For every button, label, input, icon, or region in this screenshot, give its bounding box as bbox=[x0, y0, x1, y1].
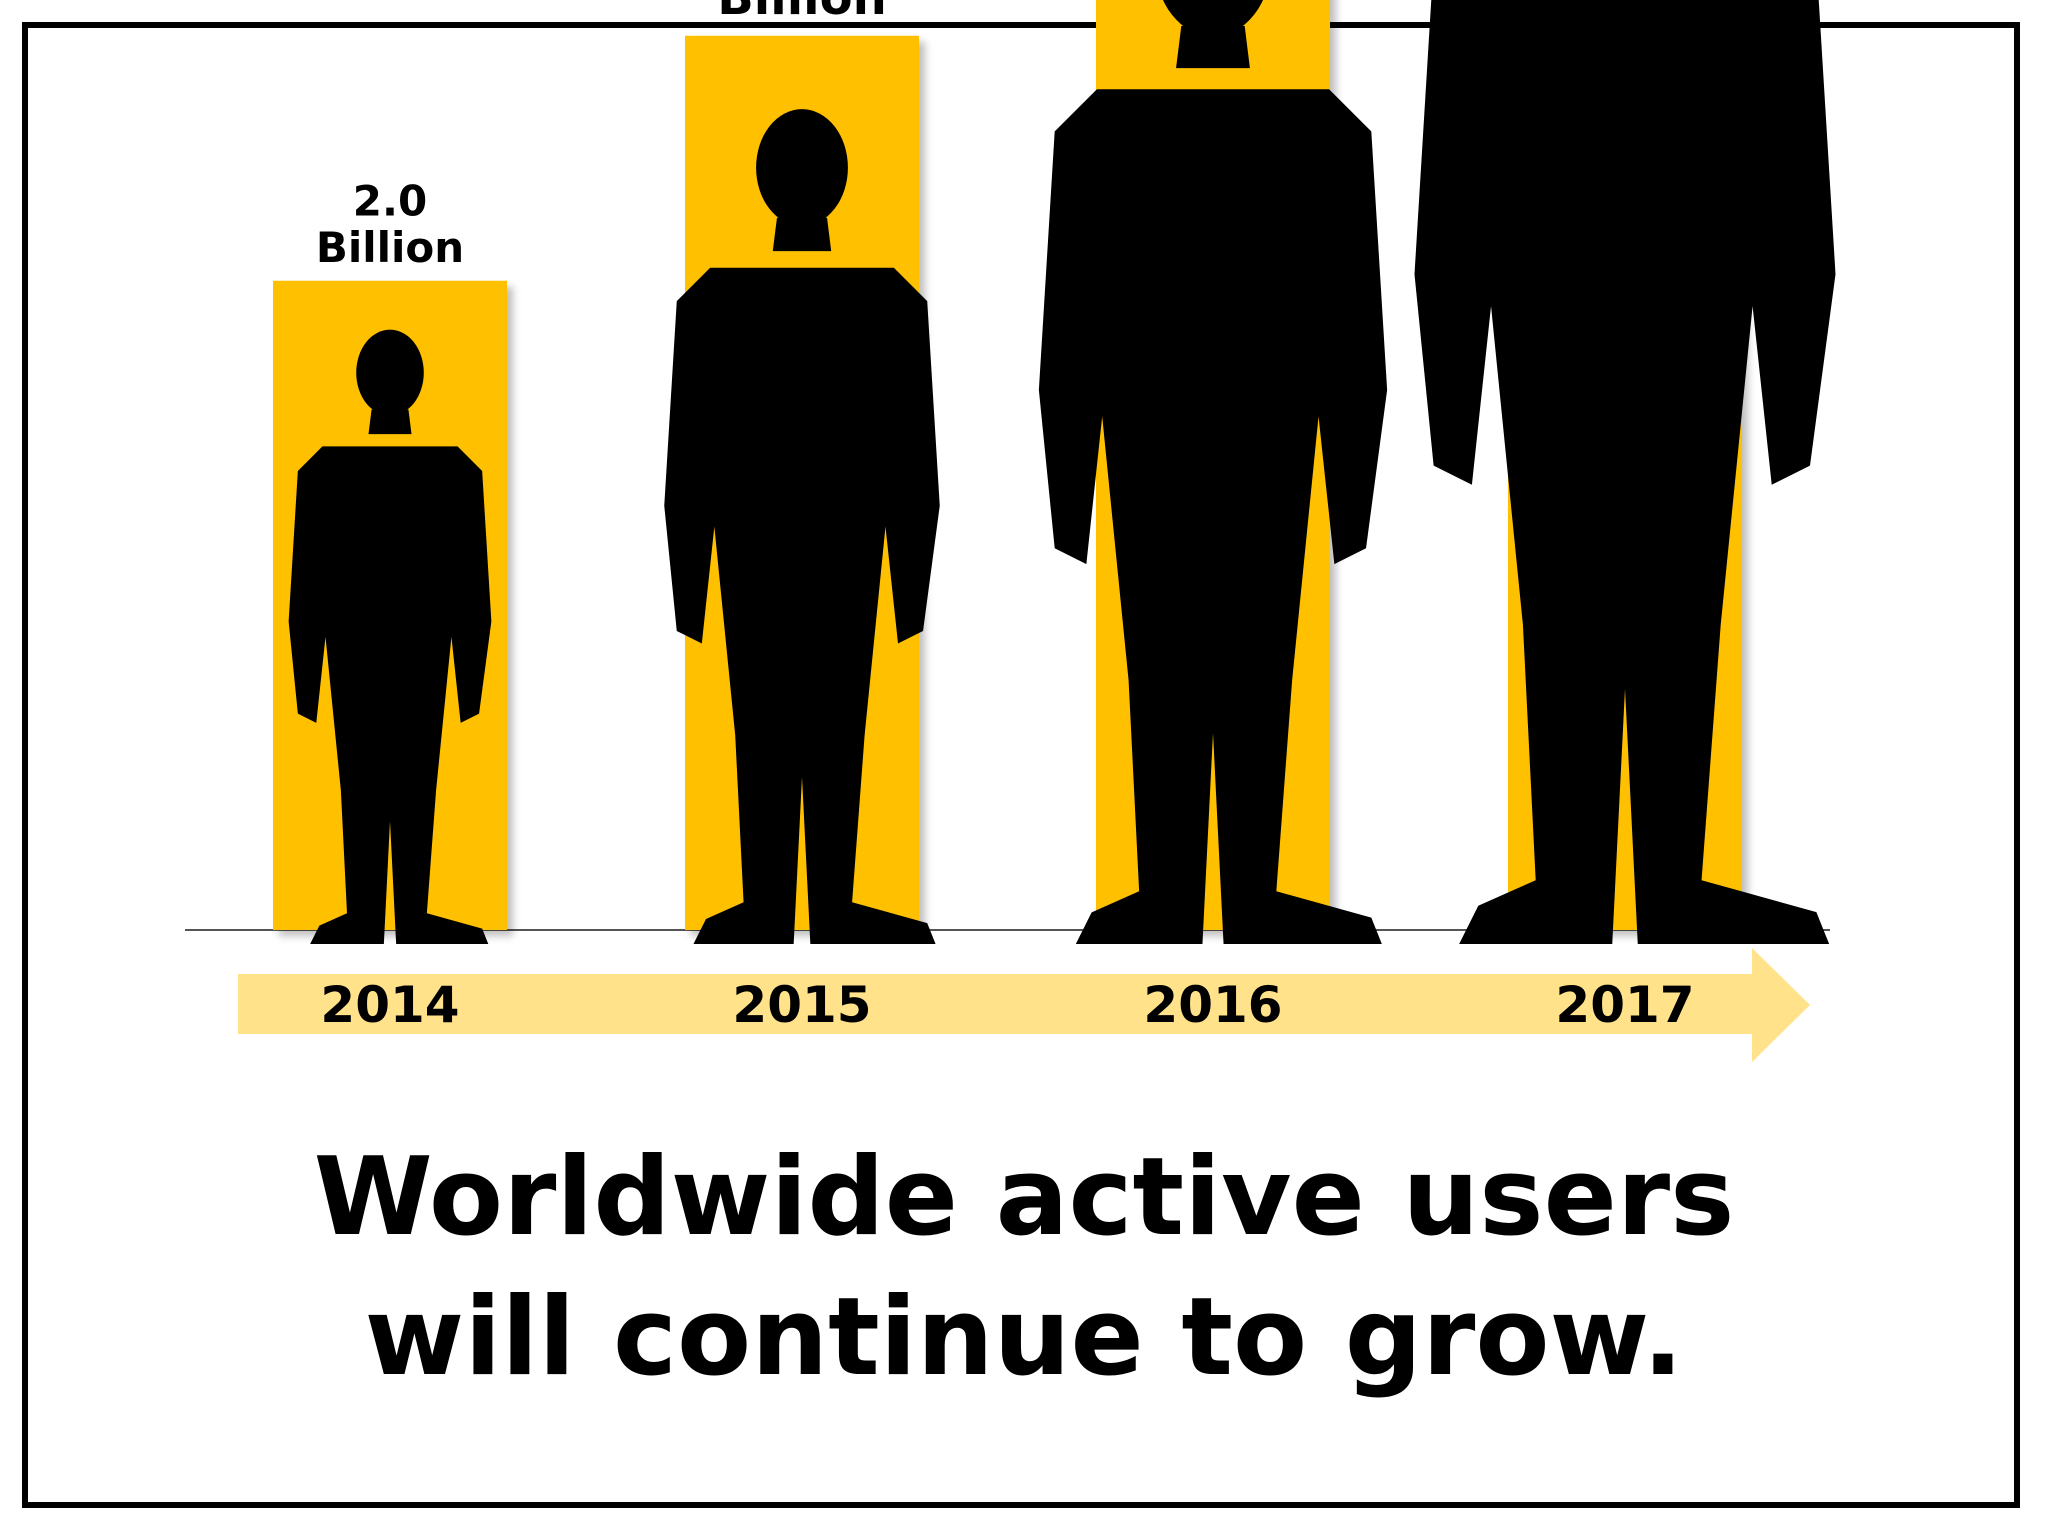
x-tick-label-2017: 2017 bbox=[1555, 976, 1694, 1034]
chart-title-line-1: Worldwide active users bbox=[313, 1135, 1735, 1260]
x-tick-label-2015: 2015 bbox=[732, 976, 871, 1034]
value-unit-label: Billion bbox=[316, 223, 464, 272]
x-tick-label-2014: 2014 bbox=[320, 976, 459, 1034]
value-label-2014: 2.0 bbox=[353, 177, 427, 226]
value-unit-label: Billion bbox=[717, 0, 887, 26]
chart-title: Worldwide active users will continue to … bbox=[0, 1128, 2048, 1408]
timeline-arrow-icon bbox=[238, 948, 1810, 1062]
chart-title-line-2: will continue to grow. bbox=[364, 1275, 1684, 1400]
x-tick-label-2016: 2016 bbox=[1143, 976, 1282, 1034]
